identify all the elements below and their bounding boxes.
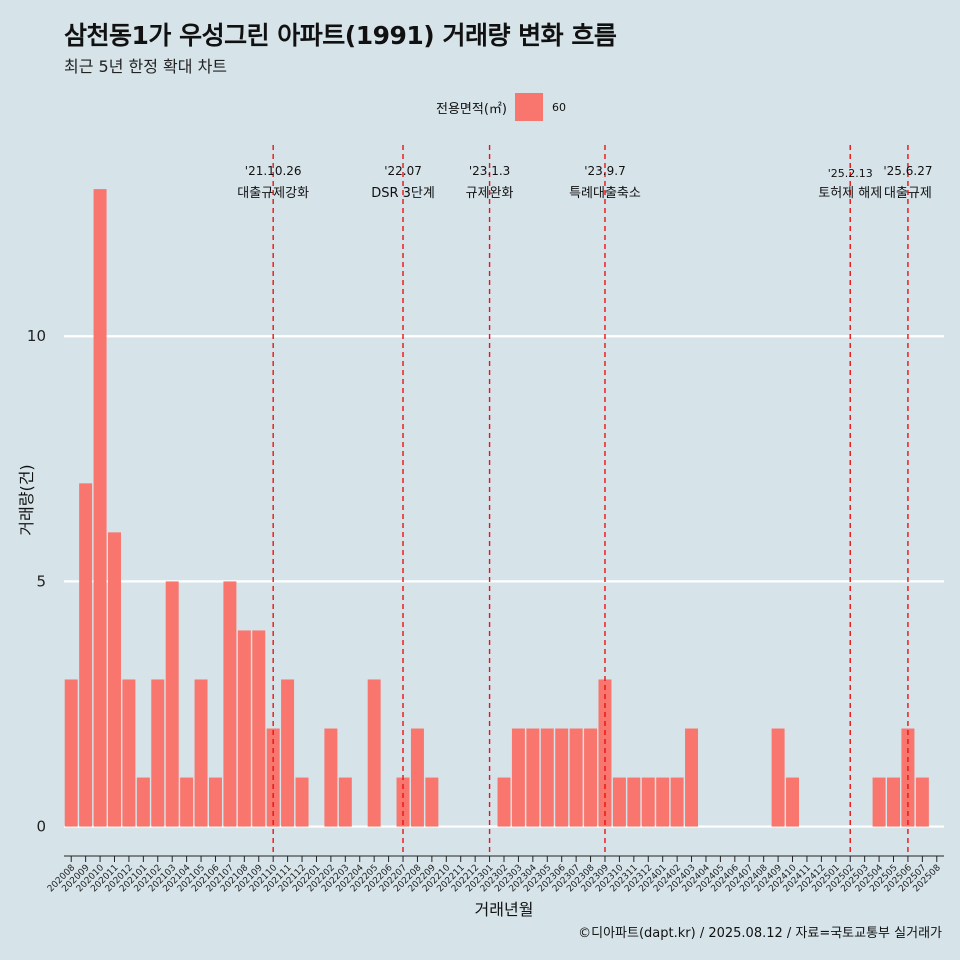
event-date-label: '21.10.26 xyxy=(245,164,302,178)
bar xyxy=(569,728,583,827)
bar xyxy=(685,728,699,827)
bar xyxy=(887,777,900,827)
bar xyxy=(237,630,251,827)
bar xyxy=(194,679,208,827)
event-label: 특례대출축소 xyxy=(569,186,641,201)
event-label: 토허제 해제 xyxy=(818,186,882,201)
bar xyxy=(281,679,295,827)
bar xyxy=(656,777,670,827)
bar xyxy=(208,777,222,827)
bar xyxy=(915,777,929,827)
bar xyxy=(584,728,598,827)
bar xyxy=(367,679,381,827)
event-label: 대출규제 xyxy=(884,186,932,201)
event-label: 대출규제강화 xyxy=(237,186,309,201)
bar xyxy=(136,777,150,827)
bar xyxy=(122,679,136,827)
bar xyxy=(93,189,107,827)
bar xyxy=(627,777,641,827)
bar xyxy=(526,728,540,827)
bar xyxy=(872,777,886,827)
bar xyxy=(180,777,194,827)
event-label: DSR 3단계 xyxy=(371,186,435,201)
bar xyxy=(165,581,179,827)
event-date-label: '23.9.7 xyxy=(584,164,625,178)
bar xyxy=(511,728,525,827)
bar xyxy=(223,581,237,827)
bar xyxy=(786,777,800,827)
bar xyxy=(497,777,511,827)
legend-label: 60 xyxy=(551,100,566,114)
chart-subtitle: 최근 5년 한정 확대 차트 xyxy=(64,57,228,76)
bar xyxy=(555,728,569,827)
legend: 전용면적(㎡) 60 xyxy=(436,92,566,122)
bar xyxy=(598,679,612,827)
bar xyxy=(641,777,655,827)
event-label: 규제완화 xyxy=(466,186,514,201)
bar xyxy=(108,532,121,827)
bar xyxy=(612,777,626,827)
y-tick-label: 10 xyxy=(27,327,46,345)
y-axis-title: 거래량(건) xyxy=(17,464,36,535)
y-tick-label: 0 xyxy=(36,818,46,836)
bar xyxy=(252,630,266,827)
event-date-label: '22.07 xyxy=(384,164,422,178)
bar xyxy=(410,728,424,827)
bar xyxy=(425,777,439,827)
event-date-label: '23.1.3 xyxy=(469,164,510,178)
bar xyxy=(64,679,78,827)
bar xyxy=(324,728,338,827)
chart-title: 삼천동1가 우성그린 아파트(1991) 거래량 변화 흐름 xyxy=(64,21,617,50)
bar xyxy=(151,679,165,827)
legend-title: 전용면적(㎡) xyxy=(436,101,507,117)
bar xyxy=(540,728,554,827)
bar xyxy=(338,777,352,827)
x-axis-title: 거래년월 xyxy=(475,900,534,919)
bar xyxy=(670,777,684,827)
event-date-label: '25.2.13 xyxy=(828,167,873,180)
bar xyxy=(79,483,93,827)
bar xyxy=(771,728,785,827)
event-date-label: '25.6.27 xyxy=(883,164,932,178)
source-caption: ©디아파트(dapt.kr) / 2025.08.12 / 자료=국토교통부 실… xyxy=(578,926,942,941)
bar xyxy=(295,777,309,827)
legend-key-swatch xyxy=(514,93,543,121)
y-tick-label: 5 xyxy=(36,572,46,590)
